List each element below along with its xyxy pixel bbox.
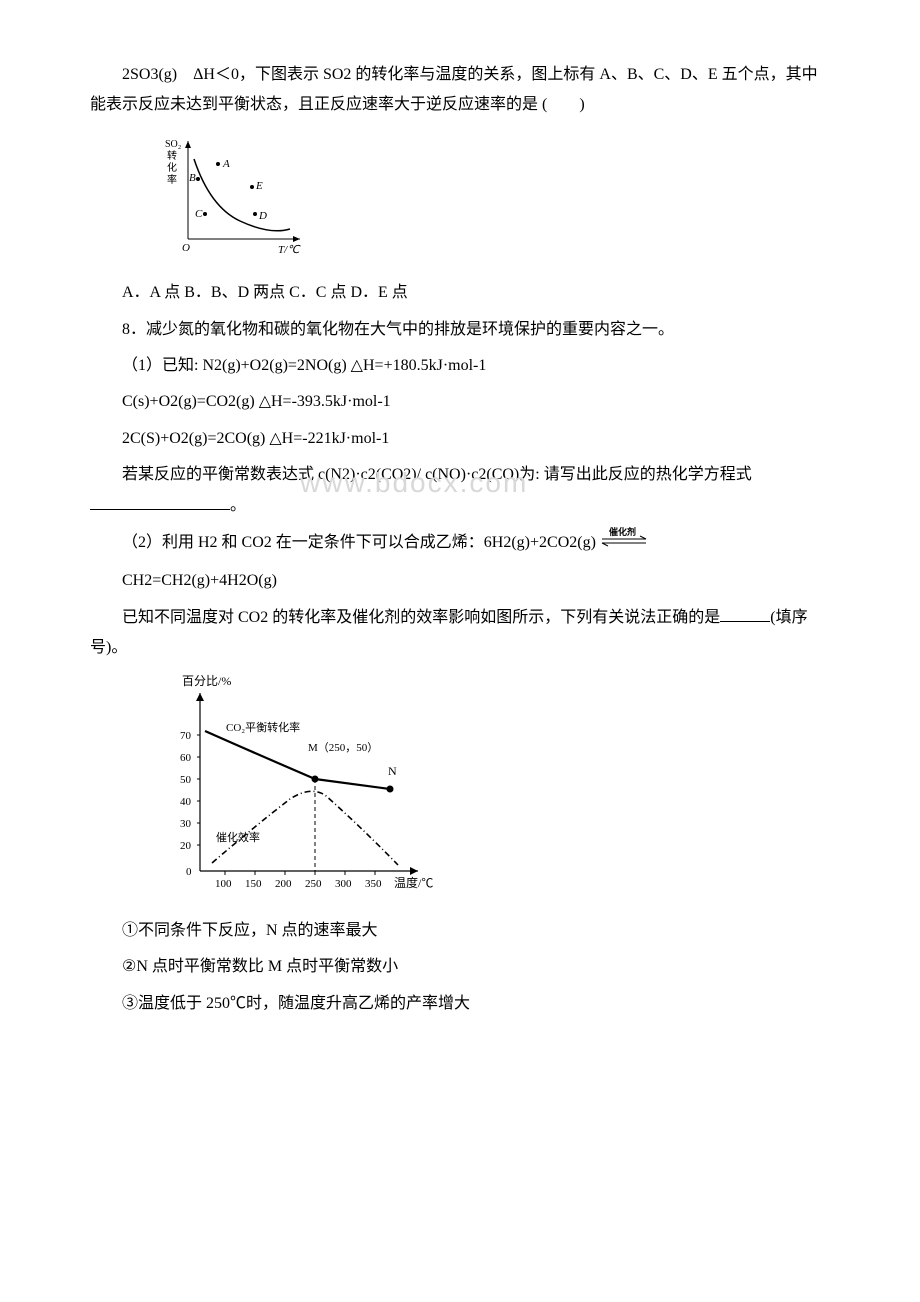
point-m-label: M（250，50）: [308, 741, 378, 754]
point-n-label: N: [388, 764, 397, 778]
point-c: [203, 212, 207, 216]
q8-part2-line1: （2）利用 H2 和 CO2 在一定条件下可以合成乙烯：6H2(g)+2CO2(…: [90, 527, 830, 560]
xlabel: T/℃: [278, 244, 301, 256]
blank-2[interactable]: [720, 605, 770, 622]
series2-label: 催化效率: [216, 830, 260, 844]
svg-text:300: 300: [335, 878, 352, 890]
option-2: ②N 点时平衡常数比 M 点时平衡常数小: [90, 952, 830, 982]
svg-text:60: 60: [180, 752, 192, 764]
point-n: [387, 786, 394, 793]
fig2-bg: [160, 671, 440, 896]
ylabel-3: 化: [167, 161, 177, 174]
q8-part1-ask: 若某反应的平衡常数表达式 c(N2)·c2(CO2)/ c(NO)·c2(CO)…: [90, 460, 830, 521]
origin-o: O: [182, 242, 190, 254]
point-e: [250, 185, 254, 189]
label-a: A: [222, 158, 230, 170]
ylabel-4: 率: [167, 173, 177, 186]
svg-text:30: 30: [180, 818, 192, 830]
option-3: ③温度低于 250℃时，随温度升高乙烯的产率增大: [90, 989, 830, 1019]
q7-stem: 2SO3(g) ΔH＜0，下图表示 SO2 的转化率与温度的关系，图上标有 A、…: [90, 60, 830, 121]
q8-eq2: C(s)+O2(g)=CO2(g) △H=-393.5kJ·mol-1: [90, 387, 830, 417]
q8-eq1: （1）已知: N2(g)+O2(g)=2NO(g) △H=+180.5kJ·mo…: [90, 351, 830, 381]
q8-stem: 8．减少氮的氧化物和碳的氧化物在大气中的排放是环境保护的重要内容之一。: [90, 315, 830, 345]
svg-text:150: 150: [245, 878, 262, 890]
q7-options: A．A 点 B．B、D 两点 C．C 点 D．E 点: [90, 278, 830, 308]
q8-part2-product: CH2=CH2(g)+4H2O(g): [90, 566, 830, 596]
label-c: C: [195, 208, 203, 220]
svg-text:250: 250: [305, 878, 322, 890]
svg-text:20: 20: [180, 840, 192, 852]
q8-part2-pre: 已知不同温度对 CO2 的转化率及催化剂的效率影响如图所示，下列有关说法正确的是: [122, 609, 720, 626]
svg-text:40: 40: [180, 796, 192, 808]
fig2-ylabel: 百分比/%: [182, 674, 231, 688]
fig2-xlabel: 温度/℃: [394, 875, 433, 890]
label-d: D: [258, 210, 267, 222]
point-m: [312, 776, 319, 783]
series1-label: CO₂平衡转化率: [226, 720, 300, 734]
catalyst-arrow-icon: 催化剂: [598, 527, 652, 560]
svg-text:70: 70: [180, 730, 192, 742]
figure-2-conversion-chart: 百分比/% 0 20 30 40 50 60 70 100 150 200 25…: [160, 671, 830, 907]
point-d: [253, 212, 257, 216]
q8-part2-text: （2）利用 H2 和 CO2 在一定条件下可以合成乙烯：6H2(g)+2CO2(…: [90, 528, 596, 558]
svg-text:200: 200: [275, 878, 292, 890]
label-e: E: [255, 180, 263, 192]
svg-text:0: 0: [186, 866, 192, 878]
q8-eq3: 2C(S)+O2(g)=2CO(g) △H=-221kJ·mol-1: [90, 424, 830, 454]
figure-1-so2-curve: A B C D E SO₂ 转 化 率 O T/℃: [160, 129, 830, 270]
svg-text:100: 100: [215, 878, 232, 890]
point-a: [216, 162, 220, 166]
option-1: ①不同条件下反应，N 点的速率最大: [90, 916, 830, 946]
blank-1[interactable]: [90, 493, 230, 510]
svg-text:50: 50: [180, 774, 192, 786]
catalyst-label: 催化剂: [609, 527, 636, 537]
point-b: [196, 177, 200, 181]
q8-part2-ask: 已知不同温度对 CO2 的转化率及催化剂的效率影响如图所示，下列有关说法正确的是…: [90, 603, 830, 664]
label-b: B: [189, 172, 196, 184]
q8-part1-pre: 若某反应的平衡常数表达式 c(N2)·c2(CO2)/ c(NO)·c2(CO)…: [122, 466, 752, 483]
q8-part1-post: 。: [230, 497, 246, 514]
ylabel-1: SO₂: [165, 139, 181, 150]
svg-text:350: 350: [365, 878, 382, 890]
ylabel-2: 转: [167, 149, 177, 162]
